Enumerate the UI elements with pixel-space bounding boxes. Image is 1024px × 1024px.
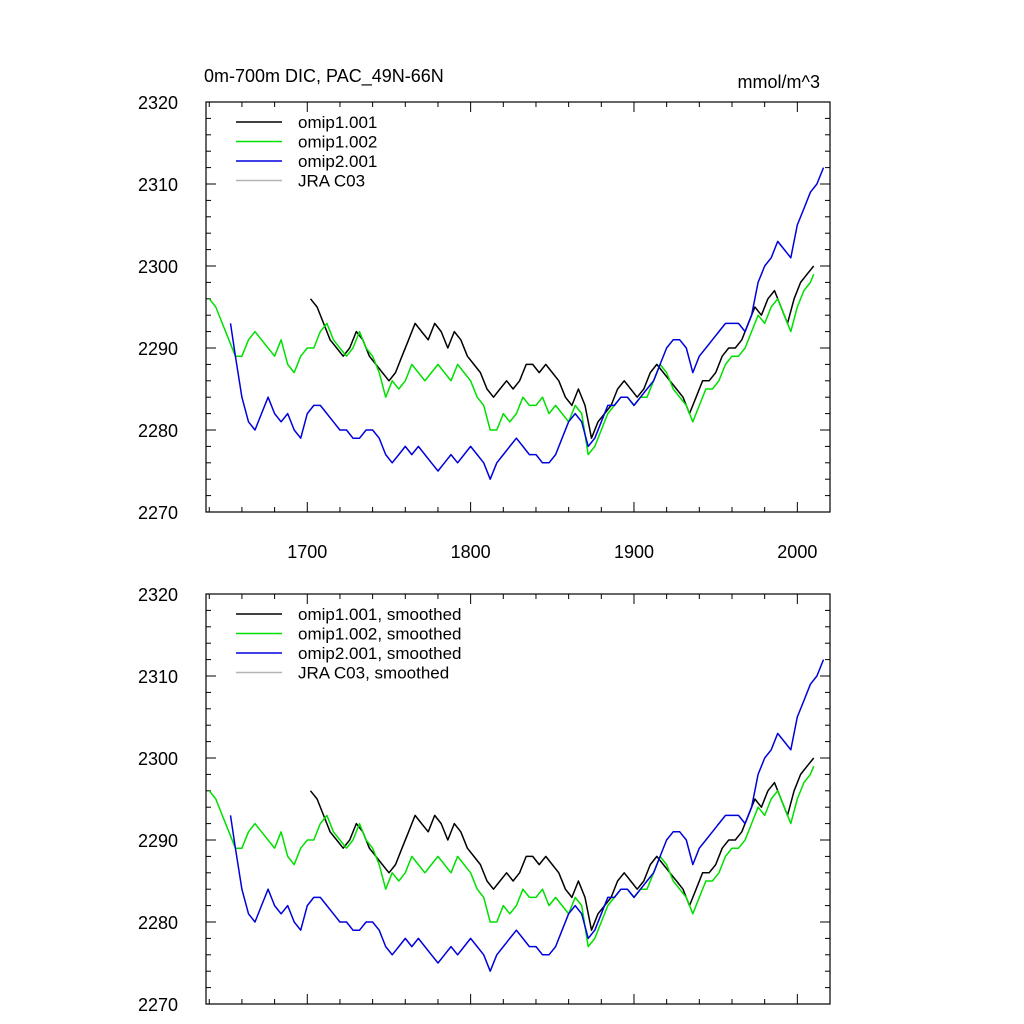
series-line-omip2-001 [229, 659, 825, 972]
top-chart-panel: 2270 2280 2290 2300 2310 2320 1700 1800 1900 2000… [138, 93, 831, 562]
legend-label-omip1-002: omip1.002, smoothed [298, 625, 462, 644]
legend-label-jra-c03: JRA C03, smoothed [298, 664, 449, 683]
bottom-chart-panel: 2270 2280 2290 2300 2310 2320 omip1.001, smoot… [138, 585, 831, 1015]
units-label: mmol/m^3 [738, 72, 820, 92]
y-tick-label: 2320 [138, 585, 178, 605]
y-tick-label: 2320 [138, 93, 178, 113]
series-line-omip1-002 [208, 273, 815, 456]
legend-label-jra-c03: JRA C03 [298, 172, 365, 191]
legend-label-omip1-001: omip1.001, smoothed [298, 605, 462, 624]
series-line-omip1-001 [309, 757, 815, 931]
series-line-omip2-001 [229, 167, 825, 480]
y-tick-label: 2280 [138, 913, 178, 933]
y-tick-label: 2300 [138, 257, 178, 277]
y-tick-label: 2310 [138, 667, 178, 687]
y-tick-label: 2270 [138, 995, 178, 1015]
legend-label-omip2-001: omip2.001, smoothed [298, 644, 462, 663]
y-tick-label: 2270 [138, 503, 178, 523]
plot-frame [205, 101, 831, 513]
x-tick-label: 1700 [287, 542, 327, 562]
legend-label-omip1-002: omip1.002 [298, 133, 377, 152]
y-tick-label: 2300 [138, 749, 178, 769]
y-tick-label: 2310 [138, 175, 178, 195]
series-line-omip1-002 [208, 765, 815, 948]
y-tick-label: 2290 [138, 831, 178, 851]
legend-label-omip2-001: omip2.001 [298, 152, 377, 171]
x-tick-label: 1900 [614, 542, 654, 562]
x-tick-label: 2000 [777, 542, 817, 562]
plot-frame [205, 593, 831, 1005]
y-tick-label: 2280 [138, 421, 178, 441]
y-tick-label: 2290 [138, 339, 178, 359]
x-tick-label: 1800 [451, 542, 491, 562]
figure-title: 0m-700m DIC, PAC_49N-66N [204, 66, 444, 87]
series-line-omip1-001 [309, 265, 815, 439]
legend-label-omip1-001: omip1.001 [298, 113, 377, 132]
